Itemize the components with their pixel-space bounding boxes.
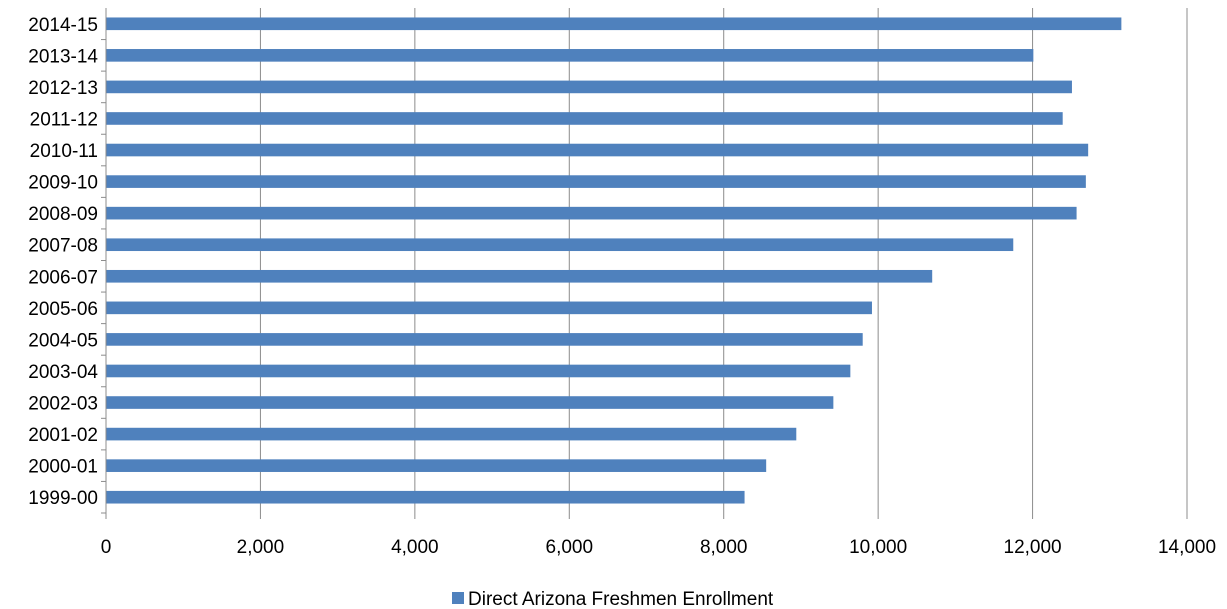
- bar-2004-05: [106, 333, 863, 346]
- y-tick-label: 2013-14: [28, 46, 98, 67]
- y-tick-label: 2004-05: [28, 330, 98, 351]
- x-tick-label: 4,000: [391, 537, 439, 558]
- bars: [101, 17, 1122, 514]
- x-tick-label: 12,000: [1004, 537, 1062, 558]
- x-tick-label: 10,000: [849, 537, 907, 558]
- x-axis-tick-labels: 0 2,000 4,000 6,000 8,000 10,000 12,000 14,000: [101, 537, 1216, 558]
- y-tick-label: 2008-09: [28, 204, 98, 225]
- bar-2007-08: [106, 238, 1014, 252]
- bar-2013-14: [106, 49, 1034, 62]
- y-tick-label: 1999-00: [28, 488, 98, 509]
- y-tick-label: 2014-15: [28, 15, 98, 36]
- bar-2001-02: [106, 427, 797, 441]
- bar-2014-15: [106, 17, 1122, 31]
- bar-1999-00: [106, 490, 745, 504]
- bar-2003-04: [106, 364, 851, 378]
- legend-swatch: [452, 592, 464, 604]
- y-tick-label: 2011-12: [30, 109, 98, 130]
- bar-2002-03: [106, 396, 834, 409]
- y-tick-label: 2002-03: [28, 394, 98, 415]
- x-tick-label: 0: [101, 537, 112, 558]
- y-tick-label: 2000-01: [28, 457, 98, 478]
- bar-2006-07: [106, 269, 933, 283]
- x-tick-label: 14,000: [1158, 537, 1216, 558]
- x-tick-label: 2,000: [237, 537, 285, 558]
- y-tick-label: 2009-10: [28, 173, 98, 194]
- x-tick-label: 8,000: [700, 537, 748, 558]
- y-tick-label: 2001-02: [28, 425, 98, 446]
- y-axis-tick-labels: 1999-00 2000-01 2001-02 2002-03 2003-04 2004-…: [28, 15, 98, 509]
- legend: Direct Arizona Freshmen Enrollment: [452, 589, 774, 609]
- y-tick-label: 2005-06: [28, 299, 98, 320]
- x-tick-label: 6,000: [546, 537, 594, 558]
- bar-2009-10: [106, 175, 1086, 188]
- y-tick-label: 2012-13: [28, 78, 98, 99]
- legend-label: Direct Arizona Freshmen Enrollment: [468, 589, 774, 609]
- bar-2008-09: [106, 206, 1077, 220]
- y-tick-label: 2010-11: [30, 141, 98, 162]
- bar-2010-11: [106, 143, 1089, 157]
- bar-2000-01: [106, 459, 767, 472]
- bar-2011-12: [106, 112, 1063, 125]
- y-tick-label: 2006-07: [28, 267, 98, 288]
- y-tick-label: 2007-08: [28, 236, 98, 257]
- y-tick-label: 2003-04: [28, 362, 98, 383]
- bar-2012-13: [106, 80, 1072, 94]
- bar-2005-06: [106, 301, 872, 315]
